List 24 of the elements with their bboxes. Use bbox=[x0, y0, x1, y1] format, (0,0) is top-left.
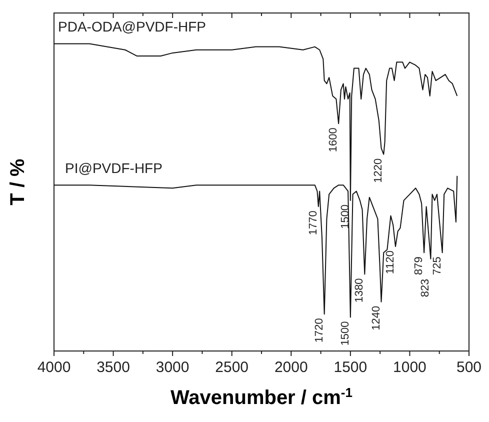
series-label: PI@PVDF-HFP bbox=[65, 160, 162, 176]
annotation: 823 bbox=[420, 278, 432, 298]
x-tick-label: 4000 bbox=[37, 359, 71, 376]
x-tick-label: 2500 bbox=[215, 359, 249, 376]
x-tick-label: 1000 bbox=[393, 359, 426, 376]
x-tick-label: 2000 bbox=[274, 359, 308, 376]
x-tick-label: 3000 bbox=[156, 359, 190, 376]
annotation: 879 bbox=[413, 256, 426, 276]
annotation: 1770 bbox=[307, 210, 320, 236]
annotation: 1240 bbox=[370, 306, 382, 330]
x-tick-label: 500 bbox=[456, 359, 482, 376]
annotation: 1220 bbox=[372, 158, 385, 183]
y-axis-title: T / % bbox=[7, 158, 29, 206]
annotation: 1500 bbox=[339, 204, 352, 229]
x-tick-label: 3500 bbox=[96, 359, 130, 376]
x-axis-title: Wavenumber / cm$^{-1}$ bbox=[170, 384, 352, 409]
annotation: 725 bbox=[431, 256, 444, 276]
annotation: 1120 bbox=[384, 250, 396, 274]
series-label: PDA-ODA@PVDF-HFP bbox=[58, 18, 206, 35]
annotation: 1500 bbox=[339, 321, 352, 346]
annotation: 1600 bbox=[328, 128, 340, 152]
annotation: 1720 bbox=[313, 318, 326, 343]
x-tick-label: 1500 bbox=[334, 359, 368, 376]
annotation: 1380 bbox=[354, 278, 366, 303]
